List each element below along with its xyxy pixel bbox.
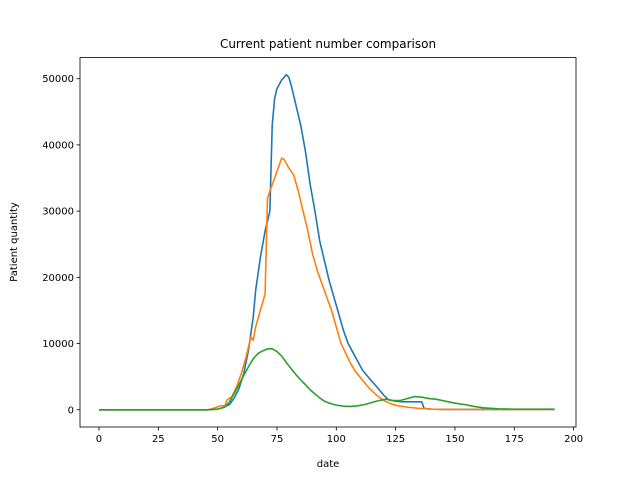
- y-tick-label: 20000: [42, 273, 74, 284]
- x-tick-label: 125: [386, 434, 405, 445]
- series-line-3: [98, 348, 555, 411]
- y-tick-label: 10000: [42, 339, 74, 350]
- y-tick-label: 0: [68, 405, 74, 416]
- y-axis-label: Patient quantity: [9, 202, 20, 282]
- x-tick-label: 100: [327, 434, 346, 445]
- x-axis-label: date: [317, 459, 340, 470]
- x-tick-label: 50: [211, 434, 224, 445]
- series-line-2: [98, 157, 555, 411]
- series-layer: [98, 73, 555, 411]
- y-tick-label: 50000: [42, 74, 74, 85]
- x-tick-label: 175: [505, 434, 524, 445]
- x-tick-label: 200: [564, 434, 583, 445]
- chart-title: Current patient number comparison: [220, 37, 436, 51]
- y-tick-label: 40000: [42, 140, 74, 151]
- ticks-layer: 0 25 50 75 100 125 150 175 200 0 10000 20000 30000 40…: [42, 74, 583, 445]
- x-tick-label: 25: [152, 434, 165, 445]
- x-tick-label: 150: [445, 434, 464, 445]
- x-tick-label: 75: [271, 434, 284, 445]
- series-line-1: [98, 73, 555, 411]
- x-tick-label: 0: [96, 434, 102, 445]
- plot-frame: [79, 57, 577, 428]
- y-tick-label: 30000: [42, 207, 74, 218]
